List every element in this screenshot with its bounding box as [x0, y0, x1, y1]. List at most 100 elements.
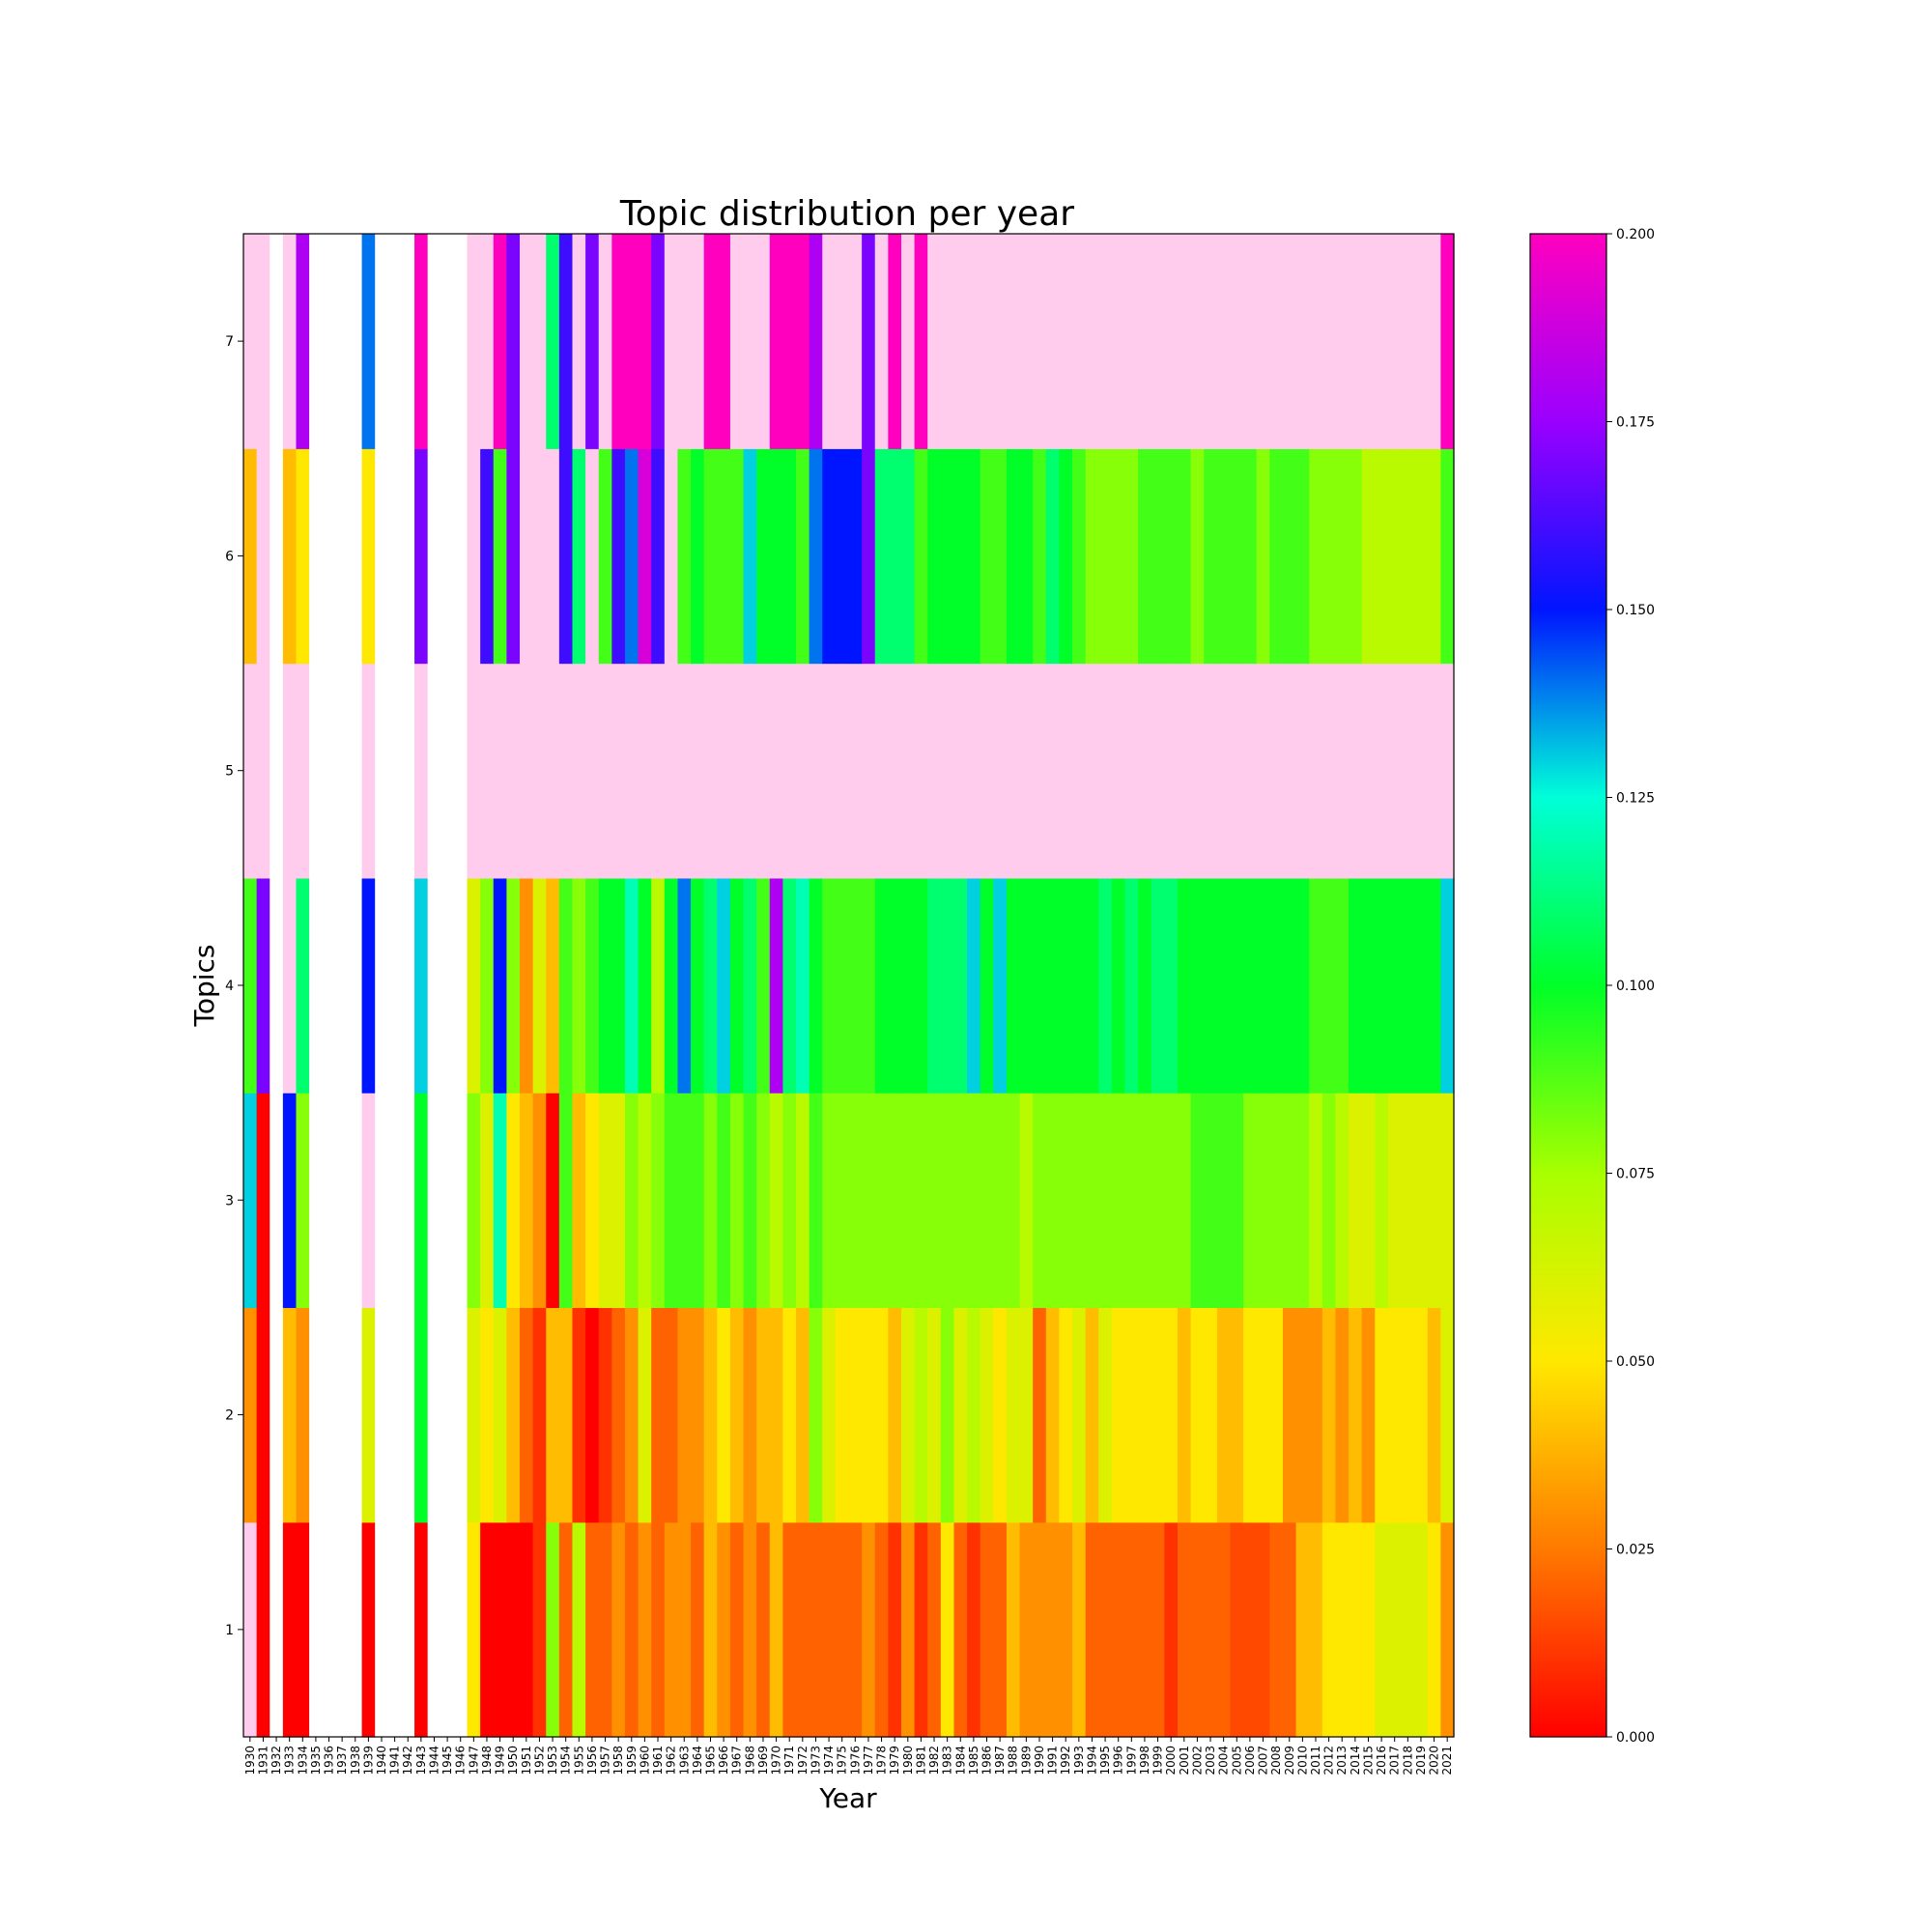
x-tick-label: 1994	[1085, 1746, 1098, 1776]
heatmap-cell	[1045, 234, 1061, 449]
heatmap-cell	[953, 1307, 968, 1523]
x-tick-label: 1987	[993, 1746, 1007, 1776]
heatmap-cell	[1440, 234, 1455, 449]
heatmap-cell	[1151, 877, 1165, 1094]
heatmap-cell	[1138, 663, 1152, 879]
x-tick-label: 1939	[361, 1746, 375, 1776]
heatmap-cell	[888, 877, 902, 1094]
heatmap-cell	[1138, 1307, 1152, 1523]
heatmap-cell	[270, 234, 284, 449]
heatmap-cell	[558, 448, 574, 665]
heatmap-cell	[1045, 1307, 1061, 1523]
x-tick-label: 2012	[1322, 1746, 1336, 1776]
heatmap-cell	[480, 663, 495, 879]
heatmap-cell	[1164, 1521, 1179, 1738]
x-tick-label: 1991	[1046, 1746, 1060, 1776]
heatmap-cell	[1230, 1307, 1244, 1523]
heatmap-cell	[691, 1307, 705, 1523]
heatmap-cell	[309, 234, 324, 449]
heatmap-cell	[862, 1307, 876, 1523]
heatmap-cell	[862, 663, 876, 879]
heatmap-cell	[296, 663, 310, 879]
heatmap-cell	[1243, 877, 1258, 1094]
heatmap-cell	[835, 448, 850, 665]
heatmap-cell	[243, 234, 258, 449]
heatmap-cell	[1124, 663, 1139, 879]
heatmap-cell	[703, 1093, 718, 1309]
x-tick-label: 2007	[1257, 1746, 1270, 1776]
heatmap-cell	[558, 1521, 574, 1738]
heatmap-cell	[809, 1521, 823, 1738]
heatmap-cell	[691, 448, 705, 665]
heatmap-cell	[940, 877, 955, 1094]
heatmap-cell	[1216, 663, 1232, 879]
heatmap-cell	[1019, 663, 1034, 879]
x-tick-label: 1954	[559, 1746, 573, 1776]
heatmap-cell	[664, 1521, 679, 1738]
heatmap-cell	[743, 877, 757, 1094]
heatmap-cell	[1204, 1093, 1218, 1309]
heatmap-cell	[1282, 234, 1297, 449]
heatmap-cell	[1387, 663, 1403, 879]
heatmap-cell	[1243, 663, 1258, 879]
heatmap-cell	[717, 1521, 731, 1738]
colorbar-tick-label: 0.150	[1616, 603, 1655, 618]
heatmap-cell	[1414, 1521, 1429, 1738]
heatmap-cell	[296, 1093, 310, 1309]
heatmap-cell	[309, 1521, 324, 1738]
heatmap-cell	[546, 1521, 560, 1738]
chart-title: Topic distribution per year	[619, 194, 1074, 234]
heatmap-cell	[480, 877, 495, 1094]
heatmap-cell	[361, 1307, 376, 1523]
heatmap-cell	[782, 1521, 797, 1738]
heatmap-cell	[1216, 1307, 1232, 1523]
heatmap-cell	[664, 877, 679, 1094]
heatmap-cell	[256, 1521, 270, 1738]
heatmap-cell	[256, 1307, 270, 1523]
heatmap-cell	[769, 663, 783, 879]
x-tick-label: 2008	[1269, 1746, 1283, 1776]
heatmap-cell	[1111, 663, 1126, 879]
heatmap-cell	[1164, 448, 1179, 665]
heatmap-cell	[980, 1093, 994, 1309]
heatmap-cell	[1440, 1307, 1455, 1523]
heatmap-cell	[427, 877, 441, 1094]
heatmap-cell	[598, 1093, 612, 1309]
heatmap-cell	[611, 234, 626, 449]
x-tick-label: 2005	[1230, 1746, 1243, 1776]
heatmap-cell	[506, 234, 521, 449]
heatmap-cell	[940, 663, 955, 879]
heatmap-cells	[243, 234, 1455, 1738]
heatmap-cell	[967, 448, 981, 665]
heatmap-cell	[1414, 663, 1429, 879]
heatmap-cell	[1414, 448, 1429, 665]
heatmap-cell	[1111, 877, 1126, 1094]
heatmap-cell	[1414, 877, 1429, 1094]
x-tick-label: 2004	[1217, 1746, 1231, 1776]
heatmap-cell	[1033, 663, 1047, 879]
heatmap-cell	[1111, 234, 1126, 449]
heatmap-cell	[375, 877, 389, 1094]
heatmap-cell	[1243, 234, 1258, 449]
heatmap-cell	[611, 1093, 626, 1309]
heatmap-cell	[309, 448, 324, 665]
heatmap-cell	[282, 234, 298, 449]
heatmap-cell	[624, 877, 639, 1094]
heatmap-cell	[467, 234, 481, 449]
heatmap-cell	[900, 1521, 916, 1738]
heatmap-cell	[335, 234, 350, 449]
y-tick-label: 5	[225, 764, 234, 780]
x-tick-label: 1930	[243, 1746, 257, 1776]
heatmap-cell	[1072, 234, 1087, 449]
heatmap-cell	[1256, 1307, 1270, 1523]
heatmap-cell	[1059, 663, 1073, 879]
heatmap-cell	[440, 1521, 455, 1738]
x-tick-label: 2003	[1204, 1746, 1217, 1776]
heatmap-cell	[572, 448, 586, 665]
heatmap-cell	[361, 1093, 376, 1309]
heatmap-cell	[1151, 1307, 1165, 1523]
heatmap-cell	[427, 663, 441, 879]
heatmap-cell	[414, 1093, 429, 1309]
heatmap-cell	[467, 877, 481, 1094]
heatmap-cell	[651, 1093, 666, 1309]
